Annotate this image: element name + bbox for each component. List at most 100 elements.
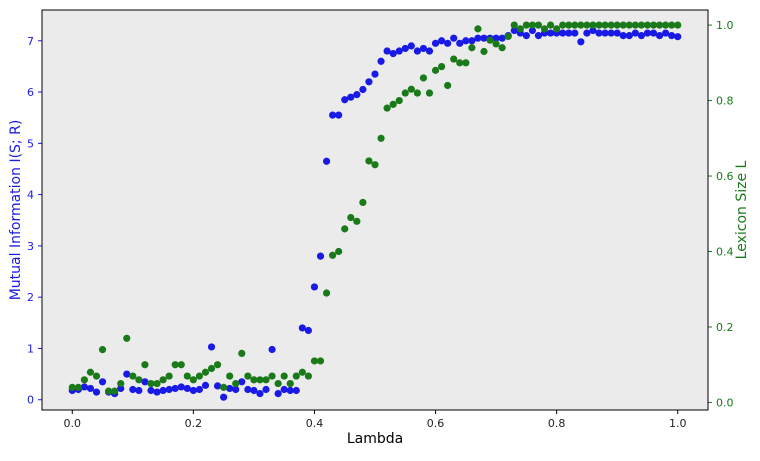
x-tick-label: 0.0 bbox=[64, 417, 82, 430]
mutual-information-point bbox=[528, 26, 537, 35]
lexicon-size-point bbox=[637, 21, 646, 29]
mutual-information-point bbox=[480, 34, 488, 42]
lexicon-size-point bbox=[371, 161, 379, 169]
lexicon-size-point bbox=[589, 21, 597, 29]
lexicon-size-point bbox=[450, 55, 458, 63]
mutual-information-point bbox=[359, 85, 367, 94]
mutual-information-point bbox=[304, 326, 312, 335]
mutual-information-point bbox=[183, 384, 191, 393]
mutual-information-point bbox=[171, 384, 179, 393]
mutual-information-point bbox=[147, 386, 155, 395]
mutual-information-point bbox=[123, 370, 131, 378]
lexicon-size-point bbox=[395, 96, 403, 105]
x-tick-label: 0.2 bbox=[185, 417, 203, 430]
mutual-information-point bbox=[159, 386, 167, 395]
plot-background bbox=[42, 10, 708, 410]
lexicon-size-point bbox=[559, 21, 567, 29]
lexicon-size-point bbox=[268, 372, 276, 380]
lexicon-size-point bbox=[353, 217, 361, 225]
lexicon-size-point bbox=[662, 21, 670, 29]
mutual-information-point bbox=[195, 385, 204, 394]
mutual-information-point bbox=[456, 39, 464, 47]
mutual-information-point bbox=[286, 386, 294, 395]
mutual-information-point bbox=[583, 29, 591, 37]
lexicon-size-point bbox=[480, 47, 488, 56]
left-y-tick-label: 1 bbox=[27, 342, 34, 355]
lexicon-size-point bbox=[577, 21, 585, 29]
lexicon-size-point bbox=[571, 21, 579, 29]
plot-frame bbox=[41, 9, 709, 411]
x-axis-label: Lambda bbox=[347, 431, 403, 447]
lexicon-size-point bbox=[540, 25, 549, 33]
mutual-information-point bbox=[662, 29, 670, 37]
right-y-tick-label: 0.6 bbox=[716, 170, 734, 183]
mutual-information-point bbox=[401, 44, 409, 53]
lexicon-size-point bbox=[135, 376, 143, 384]
mutual-information-point bbox=[383, 47, 391, 55]
mutual-information-point bbox=[262, 385, 270, 394]
mutual-information-point bbox=[674, 33, 682, 41]
lexicon-size-point bbox=[625, 21, 633, 29]
mutual-information-point bbox=[207, 343, 216, 351]
mutual-information-point bbox=[589, 26, 597, 35]
lexicon-size-point bbox=[359, 198, 367, 207]
lexicon-size-point bbox=[595, 21, 603, 29]
left-y-tick-label: 2 bbox=[27, 291, 34, 304]
mutual-information-point bbox=[232, 385, 240, 394]
mutual-information-point bbox=[571, 29, 579, 37]
right-y-tick-label: 0.2 bbox=[716, 321, 734, 334]
mutual-information-point bbox=[643, 29, 652, 37]
mutual-information-point bbox=[226, 384, 234, 393]
lexicon-size-point bbox=[171, 361, 179, 369]
lexicon-size-point bbox=[510, 21, 518, 29]
mutual-information-point bbox=[244, 385, 252, 394]
mutual-information-point bbox=[668, 32, 676, 40]
mutual-information-point bbox=[238, 378, 246, 386]
lexicon-size-point bbox=[565, 21, 573, 29]
lexicon-size-point bbox=[329, 251, 337, 259]
right-y-tick-label: 1.0 bbox=[716, 19, 734, 32]
left-y-tick-label: 3 bbox=[27, 240, 34, 253]
mutual-information-point bbox=[371, 70, 379, 78]
mutual-information-point bbox=[280, 385, 288, 394]
lexicon-size-point bbox=[74, 383, 82, 391]
mutual-information-point bbox=[444, 39, 452, 47]
lexicon-size-point bbox=[189, 376, 197, 384]
lexicon-size-point bbox=[159, 376, 167, 384]
lexicon-size-point bbox=[365, 157, 373, 165]
lexicon-size-point bbox=[377, 134, 385, 142]
left-y-tick-label: 5 bbox=[27, 137, 34, 150]
mutual-information-point bbox=[431, 39, 440, 47]
left-y-axis-ticks: 0 1 2 3 4 5 6 7 bbox=[27, 35, 42, 407]
lexicon-size-point bbox=[195, 372, 204, 380]
right-y-axis-label: Lexicon Size L bbox=[734, 160, 750, 259]
mutual-information-point bbox=[165, 385, 173, 394]
mutual-information-point bbox=[595, 29, 603, 37]
mutual-information-point bbox=[177, 383, 185, 391]
right-y-tick-label: 0.0 bbox=[716, 396, 734, 409]
lexicon-size-point bbox=[643, 21, 652, 29]
lexicon-size-point bbox=[201, 368, 210, 376]
mutual-information-point bbox=[80, 383, 88, 391]
lexicon-size-point bbox=[419, 74, 428, 82]
mutual-information-point bbox=[256, 389, 264, 398]
mutual-information-point bbox=[353, 91, 361, 99]
mutual-information-point bbox=[274, 389, 282, 398]
x-tick-label: 0.8 bbox=[548, 417, 566, 430]
lexicon-size-point bbox=[92, 372, 101, 380]
lexicon-size-series bbox=[68, 21, 682, 395]
mutual-information-point bbox=[607, 29, 615, 37]
lexicon-size-point bbox=[528, 21, 537, 29]
mutual-information-point bbox=[135, 386, 143, 395]
lexicon-size-point bbox=[123, 334, 131, 342]
lexicon-size-point bbox=[668, 21, 676, 29]
lexicon-size-point bbox=[183, 372, 191, 380]
lexicon-size-point bbox=[220, 383, 228, 391]
mutual-information-point bbox=[522, 32, 530, 40]
lexicon-size-point bbox=[207, 364, 216, 373]
lexicon-size-point bbox=[389, 100, 397, 108]
lexicon-size-point bbox=[111, 387, 119, 395]
lexicon-size-point bbox=[274, 379, 282, 388]
